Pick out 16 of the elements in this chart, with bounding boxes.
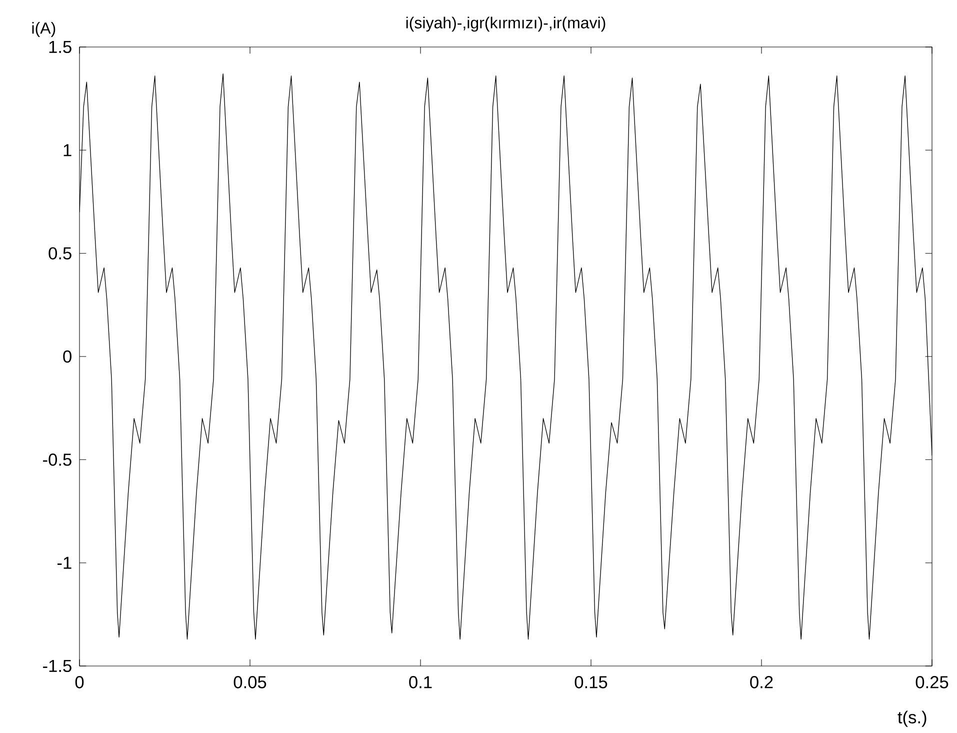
x-axis-title: t(s.) <box>898 710 926 727</box>
y-tick-label: 0.5 <box>48 247 72 260</box>
y-tick-label: 1 <box>64 144 72 156</box>
chart-title: i(siyah)-,igr(kırmızı)-,ir(mavi) <box>406 16 606 32</box>
y-tick-label: 0 <box>63 350 72 363</box>
y-axis-title: i(A) <box>32 22 56 37</box>
x-tick-label: 0.1 <box>409 676 432 688</box>
y-tick-label: -1.5 <box>43 660 72 672</box>
x-tick-label: 0.05 <box>234 676 266 688</box>
y-tick-label: -1 <box>57 556 72 569</box>
y-tick-label: 1.5 <box>49 40 72 54</box>
y-tick-label: -0.5 <box>43 454 72 466</box>
x-tick-label: 0 <box>75 676 84 688</box>
x-tick-label: 0.15 <box>574 676 608 688</box>
x-tick-label: 0.25 <box>916 676 948 688</box>
x-tick-label: 0.2 <box>750 676 773 688</box>
